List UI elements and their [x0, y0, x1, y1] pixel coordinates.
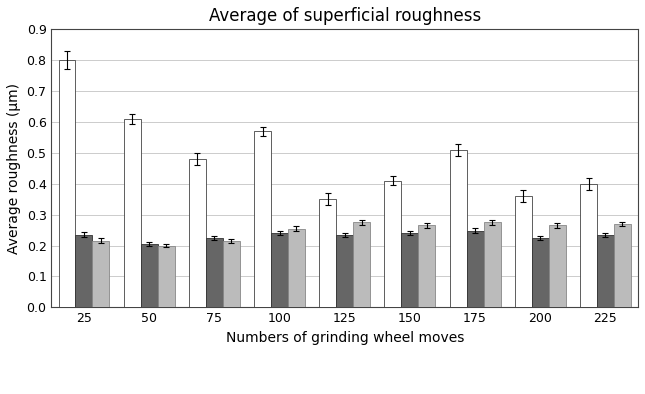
Bar	[336, 235, 353, 307]
Bar	[319, 199, 336, 307]
Bar	[549, 225, 566, 307]
X-axis label: Numbers of grinding wheel moves: Numbers of grinding wheel moves	[226, 331, 464, 345]
Bar	[614, 224, 631, 307]
Bar	[466, 231, 484, 307]
Bar	[223, 241, 240, 307]
Bar	[580, 184, 597, 307]
Bar	[288, 229, 305, 307]
Bar	[254, 131, 271, 307]
Bar	[157, 245, 175, 307]
Y-axis label: Average roughness (μm): Average roughness (μm)	[7, 83, 21, 254]
Bar	[92, 241, 110, 307]
Bar	[75, 235, 92, 307]
Bar	[597, 235, 614, 307]
Bar	[59, 60, 75, 307]
Title: Average of superficial roughness: Average of superficial roughness	[208, 7, 481, 25]
Bar	[531, 238, 549, 307]
Bar	[124, 119, 141, 307]
Bar	[401, 233, 419, 307]
Bar	[271, 233, 288, 307]
Bar	[353, 222, 370, 307]
Bar	[141, 244, 157, 307]
Bar	[484, 222, 501, 307]
Bar	[206, 238, 223, 307]
Bar	[515, 196, 531, 307]
Bar	[450, 150, 466, 307]
Bar	[189, 159, 206, 307]
Bar	[384, 181, 401, 307]
Bar	[419, 225, 435, 307]
